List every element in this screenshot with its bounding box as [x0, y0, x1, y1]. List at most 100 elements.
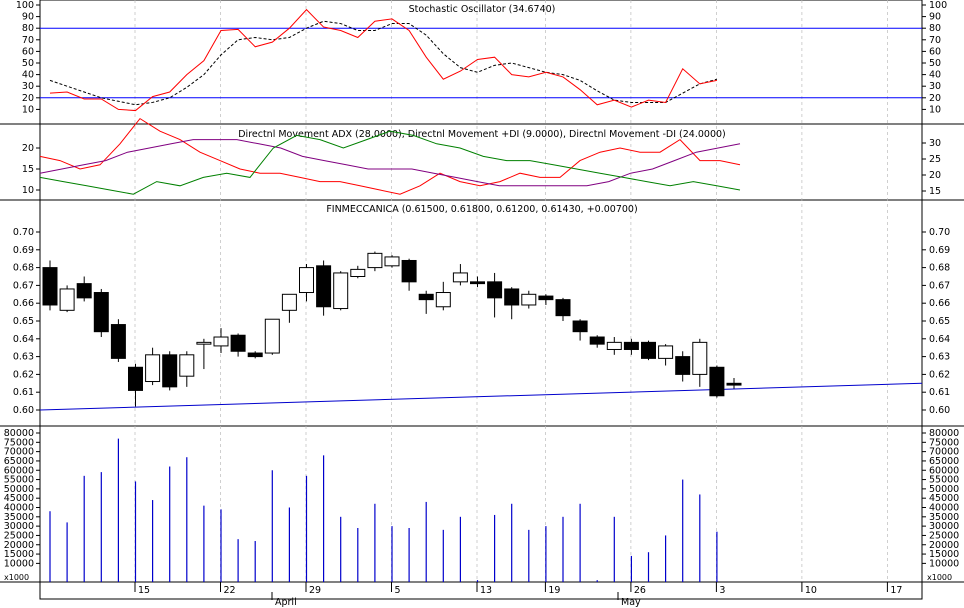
y-tick-label-left-1: 75000 [4, 437, 34, 448]
candle-body-17 [333, 272, 349, 310]
y-tick-label-right-0: 10 [929, 104, 941, 115]
dmi-tick-label-right-1: 20 [929, 170, 941, 181]
candle-body-12 [247, 352, 263, 358]
y-tick-label-left-1: 20 [22, 93, 34, 104]
candle-body-24 [452, 272, 468, 283]
candle-body-7 [162, 354, 178, 388]
y-tick-label-left-13: 15000 [4, 549, 34, 560]
dmi-tick-label-right-2: 25 [929, 154, 941, 165]
candle-body-0 [42, 267, 58, 306]
candle-body-23 [435, 292, 451, 308]
y-tick-label-right-0: 0.70 [929, 227, 950, 238]
x-tick-label-6: 26 [634, 585, 646, 596]
candle-body-34 [623, 341, 639, 350]
price-panel: 0.70 0.70 0.69 0.69 0.68 0.68 0.67 0.67 0.66 0.66… [13, 227, 950, 416]
volume-unit-label-right: x1000 [927, 573, 952, 582]
x-tick-label-4: 13 [480, 585, 492, 596]
y-tick-label-left-8: 40000 [4, 503, 34, 514]
y-tick-label-right-2: 70000 [929, 447, 959, 458]
trendline [39, 382, 923, 411]
dmi-tick-label-left-0: 10 [22, 185, 34, 196]
y-tick-label-right-4: 50 [929, 58, 941, 69]
y-tick-label-left-7: 80 [22, 23, 34, 34]
candle-body-9 [196, 341, 212, 345]
y-tick-label-right-3: 65000 [929, 456, 959, 467]
candle-body-8 [179, 354, 195, 377]
plot-border [39, 0, 923, 600]
y-tick-label-right-5: 60 [929, 46, 941, 57]
y-tick-label-left-12: 20000 [4, 540, 34, 551]
y-tick-label-left-6: 0.64 [13, 334, 34, 345]
candle-body-33 [606, 341, 622, 350]
candle-body-19 [367, 252, 383, 269]
y-tick-label-right-9: 0.61 [929, 387, 950, 398]
dmi-tick-label-right-0: 15 [929, 186, 941, 197]
candle-body-10 [213, 336, 229, 347]
y-tick-label-right-11: 25000 [929, 530, 959, 541]
y-tick-label-left-8: 0.62 [13, 369, 34, 380]
y-tick-label-right-10: 0.60 [929, 405, 950, 416]
x-tick-label-7: 3 [719, 585, 725, 596]
x-tick-label-5: 19 [548, 585, 560, 596]
candle-body-29 [538, 295, 554, 301]
month-label-1: May [621, 597, 641, 608]
y-tick-label-right-2: 0.68 [929, 263, 950, 274]
dmi-line-1 [39, 139, 741, 187]
candle-body-31 [572, 320, 588, 333]
y-tick-label-right-6: 70 [929, 35, 941, 46]
dmi-title: Directnl Movement ADX (28.0000), Directn… [238, 129, 726, 140]
x-tick-label-8: 10 [805, 585, 817, 596]
stochastic-title: Stochastic Oscillator (34.6740) [409, 4, 556, 15]
y-tick-label-left-1: 0.69 [13, 245, 34, 256]
y-tick-label-left-4: 60000 [4, 465, 34, 476]
candle-body-35 [641, 341, 656, 359]
x-tick-label-3: 5 [395, 585, 401, 596]
y-tick-label-right-7: 45000 [929, 493, 959, 504]
y-tick-label-left-0: 0.70 [13, 227, 34, 238]
candle-body-11 [230, 334, 246, 352]
y-tick-label-right-2: 30 [929, 81, 941, 92]
candle-body-38 [692, 341, 708, 375]
y-tick-label-right-5: 55000 [929, 475, 959, 486]
y-tick-label-left-7: 0.63 [13, 352, 34, 363]
x-tick-label-2: 29 [309, 585, 321, 596]
y-tick-label-right-13: 15000 [929, 549, 959, 560]
y-tick-label-right-0: 80000 [929, 428, 959, 439]
y-tick-label-right-9: 100 [929, 0, 947, 11]
candle-body-13 [264, 318, 280, 354]
y-tick-label-left-14: 10000 [4, 558, 34, 569]
vertical-gridlines [134, 0, 888, 582]
y-tick-label-right-8: 0.62 [929, 369, 950, 380]
candle-body-30 [555, 299, 571, 317]
y-tick-label-left-2: 70000 [4, 447, 34, 458]
y-tick-label-right-9: 35000 [929, 512, 959, 523]
y-tick-label-left-9: 35000 [4, 512, 34, 523]
candle-body-15 [299, 267, 314, 294]
x-tick-label-0: 15 [138, 585, 150, 596]
y-tick-label-left-8: 90 [22, 12, 34, 23]
y-tick-label-right-8: 40000 [929, 503, 959, 514]
candle-body-39 [709, 366, 725, 397]
y-tick-label-right-6: 0.64 [929, 334, 950, 345]
candle-body-6 [145, 354, 161, 383]
y-tick-label-left-0: 10 [22, 104, 34, 115]
candle-body-36 [658, 345, 674, 359]
y-tick-label-left-5: 0.65 [13, 316, 34, 327]
y-tick-label-left-0: 80000 [4, 428, 34, 439]
candle-body-26 [487, 281, 503, 299]
candle-body-14 [281, 293, 297, 311]
y-tick-label-left-3: 65000 [4, 456, 34, 467]
y-tick-label-left-10: 0.60 [13, 405, 34, 416]
y-tick-label-left-4: 0.66 [13, 298, 34, 309]
dmi-panel: 10 15 20 15 20 25 30 [22, 117, 941, 197]
y-tick-label-left-3: 0.67 [13, 280, 34, 291]
dmi-line-2 [39, 130, 741, 195]
y-tick-label-right-10: 30000 [929, 521, 959, 532]
dmi-tick-label-left-2: 20 [22, 143, 34, 154]
candle-body-1 [59, 288, 75, 311]
y-tick-label-left-9: 0.61 [13, 387, 34, 398]
candle-body-3 [93, 292, 109, 333]
y-tick-label-right-8: 90 [929, 12, 941, 23]
